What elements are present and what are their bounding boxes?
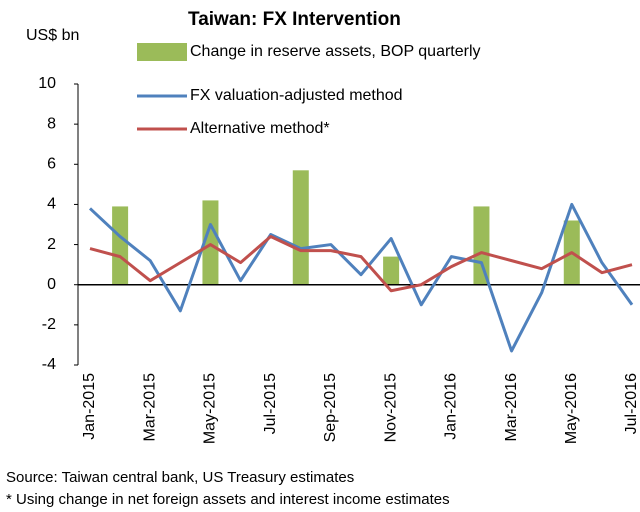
- y-tick-label: 4: [47, 196, 56, 213]
- x-tick-label: Jul-2016: [623, 373, 640, 434]
- x-tick-label: May-2016: [563, 373, 580, 444]
- y-tick-label: 6: [47, 156, 56, 173]
- legend-label: Change in reserve assets, BOP quarterly: [190, 43, 481, 60]
- legend-label: FX valuation-adjusted method: [190, 87, 403, 104]
- legend-swatch: [137, 43, 187, 61]
- bar: [383, 256, 400, 285]
- chart-title: Taiwan: FX Intervention: [188, 9, 401, 30]
- x-tick-label: Jan-2015: [81, 373, 98, 440]
- y-tick-label: 8: [47, 115, 56, 132]
- bar: [473, 206, 490, 285]
- bar: [292, 170, 309, 285]
- y-tick-label: 0: [47, 276, 56, 293]
- line-series: [88, 202, 634, 353]
- x-tick-label: Nov-2015: [382, 373, 399, 442]
- bar: [202, 200, 219, 285]
- line-series: [89, 235, 633, 293]
- footnote: * Using change in net foreign assets and…: [6, 491, 450, 508]
- y-tick-label: -4: [42, 356, 56, 373]
- source-note: Source: Taiwan central bank, US Treasury…: [6, 469, 354, 486]
- x-tick-label: May-2015: [202, 373, 219, 444]
- x-tick-label: Jan-2016: [443, 373, 460, 440]
- x-tick-label: Sep-2015: [322, 373, 339, 442]
- bar: [112, 206, 129, 285]
- x-tick-label: Mar-2016: [503, 373, 520, 442]
- y-tick-label: 2: [47, 236, 56, 253]
- legend-label: Alternative method*: [190, 120, 330, 137]
- y-tick-label: 10: [38, 75, 56, 92]
- y-axis-label: US$ bn: [26, 27, 79, 44]
- y-tick-label: -2: [42, 316, 56, 333]
- x-tick-label: Mar-2015: [141, 373, 158, 442]
- x-tick-label: Jul-2015: [262, 373, 279, 434]
